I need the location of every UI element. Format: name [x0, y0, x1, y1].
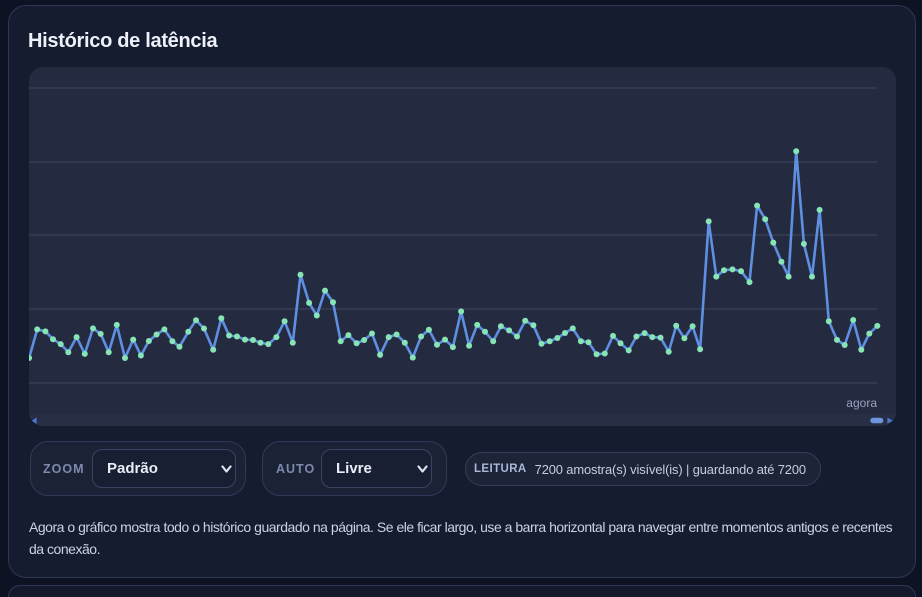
svg-text:agora: agora	[846, 396, 877, 410]
